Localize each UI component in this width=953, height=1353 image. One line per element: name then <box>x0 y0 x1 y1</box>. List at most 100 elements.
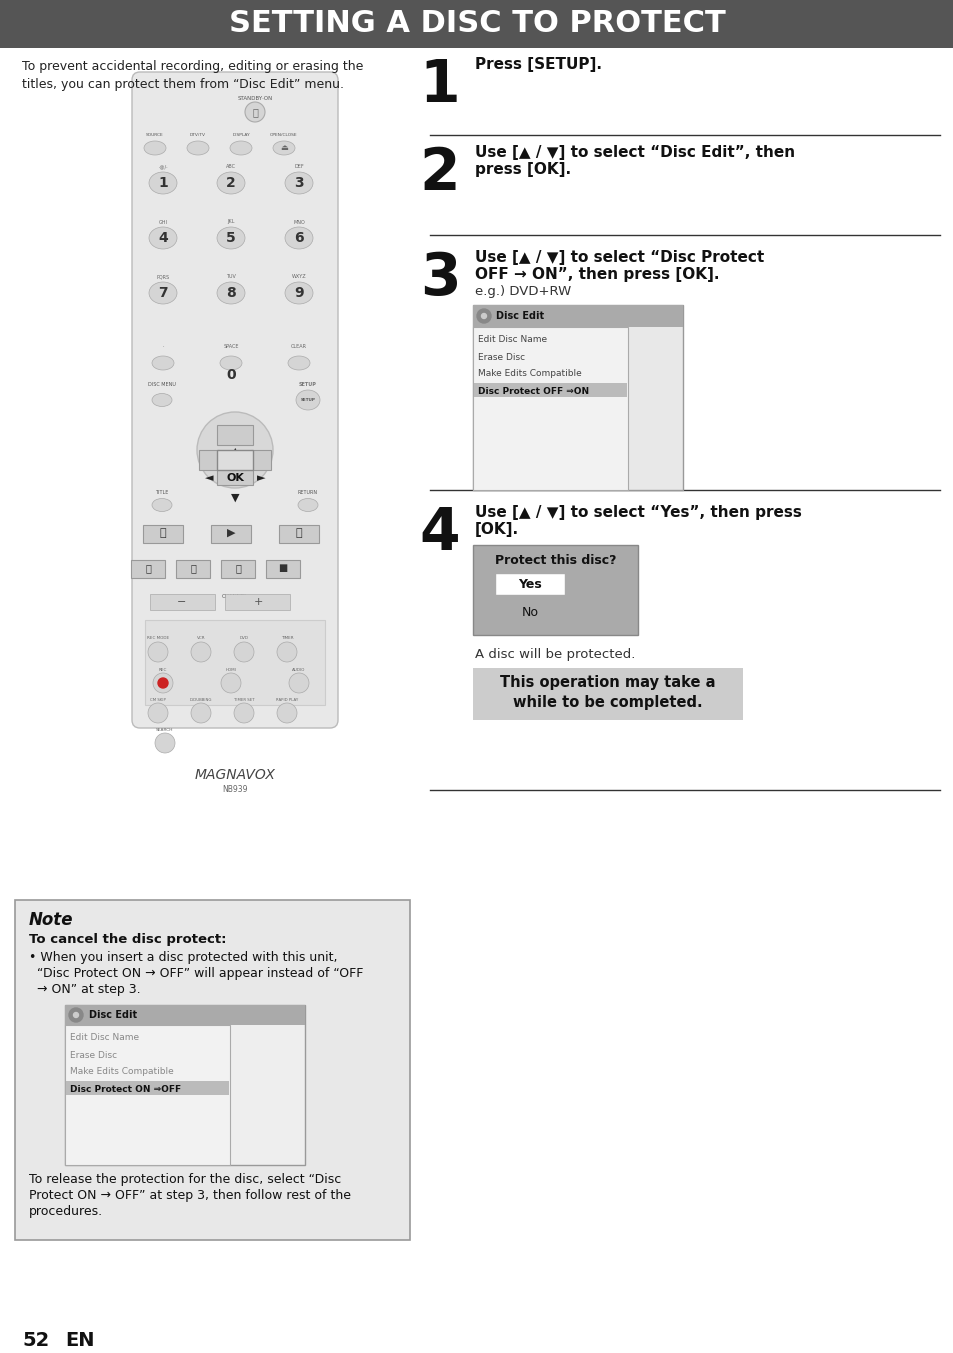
Text: SETUP: SETUP <box>300 398 315 402</box>
Text: REC: REC <box>158 668 167 672</box>
Text: To release the protection for the disc, select “Disc: To release the protection for the disc, … <box>29 1173 341 1187</box>
Text: SPACE: SPACE <box>223 345 238 349</box>
Text: 52: 52 <box>22 1330 50 1349</box>
Circle shape <box>191 704 211 723</box>
Text: DTV/TV: DTV/TV <box>190 133 206 137</box>
Text: Edit Disc Name: Edit Disc Name <box>70 1034 139 1043</box>
Text: Yes: Yes <box>517 578 541 590</box>
Ellipse shape <box>288 356 310 369</box>
Ellipse shape <box>149 172 177 193</box>
Ellipse shape <box>152 394 172 406</box>
Text: Disc Edit: Disc Edit <box>496 311 543 321</box>
Text: • When you insert a disc protected with this unit,: • When you insert a disc protected with … <box>29 951 337 965</box>
Ellipse shape <box>295 390 319 410</box>
Circle shape <box>69 1008 83 1022</box>
Text: ▶: ▶ <box>227 528 235 538</box>
Text: Erase Disc: Erase Disc <box>477 353 524 361</box>
Ellipse shape <box>297 498 317 511</box>
Text: ►: ► <box>256 474 265 483</box>
Text: ·: · <box>162 345 164 349</box>
Ellipse shape <box>220 356 242 369</box>
Text: Press [SETUP].: Press [SETUP]. <box>475 57 601 72</box>
Text: HDMI: HDMI <box>226 668 236 672</box>
Text: 9: 9 <box>294 285 303 300</box>
Ellipse shape <box>149 281 177 304</box>
Text: AUDIO: AUDIO <box>292 668 305 672</box>
Bar <box>143 525 183 543</box>
Text: press [OK].: press [OK]. <box>475 162 571 177</box>
Text: Disc Edit: Disc Edit <box>89 1009 137 1020</box>
Circle shape <box>191 643 211 662</box>
Text: −: − <box>177 597 187 607</box>
Circle shape <box>289 672 309 693</box>
Circle shape <box>221 672 241 693</box>
Text: PQRS: PQRS <box>156 275 170 280</box>
Text: e.g.) DVD+RW: e.g.) DVD+RW <box>475 285 571 298</box>
Circle shape <box>158 678 168 687</box>
Bar <box>266 560 299 578</box>
Text: Disc Protect OFF ⇒ON: Disc Protect OFF ⇒ON <box>477 387 589 395</box>
Text: ⏭: ⏭ <box>295 528 302 538</box>
Circle shape <box>233 643 253 662</box>
Text: RAPID PLAY: RAPID PLAY <box>275 698 297 702</box>
Text: REC MODE: REC MODE <box>147 636 169 640</box>
Text: ⏸: ⏸ <box>145 563 151 574</box>
Text: ▲: ▲ <box>231 446 239 457</box>
Bar <box>495 574 564 595</box>
Circle shape <box>148 704 168 723</box>
Text: ABC: ABC <box>226 165 235 169</box>
Text: 6: 6 <box>294 231 303 245</box>
Bar <box>473 304 682 490</box>
Text: procedures.: procedures. <box>29 1206 103 1219</box>
Text: ⏻: ⏻ <box>252 107 257 116</box>
Bar <box>473 327 627 490</box>
Text: 4: 4 <box>158 231 168 245</box>
Circle shape <box>276 704 296 723</box>
Text: NB939: NB939 <box>222 786 248 794</box>
Text: → ON” at step 3.: → ON” at step 3. <box>37 984 140 997</box>
Bar <box>225 594 290 610</box>
Text: 5: 5 <box>226 231 235 245</box>
Bar <box>65 1026 230 1165</box>
Text: CLEAR: CLEAR <box>291 345 307 349</box>
Text: Protect this disc?: Protect this disc? <box>495 555 616 567</box>
Text: Note: Note <box>29 911 73 930</box>
Bar <box>65 1005 305 1165</box>
Bar <box>211 525 251 543</box>
Bar <box>175 560 210 578</box>
Text: 1: 1 <box>419 57 460 114</box>
Text: ⏩: ⏩ <box>234 563 241 574</box>
Ellipse shape <box>273 141 294 156</box>
Text: 0: 0 <box>226 368 235 382</box>
Text: EN: EN <box>65 1330 94 1349</box>
FancyBboxPatch shape <box>132 72 337 728</box>
Text: SETTING A DISC TO PROTECT: SETTING A DISC TO PROTECT <box>229 9 724 38</box>
Text: Disc Protect ON ⇒OFF: Disc Protect ON ⇒OFF <box>70 1085 181 1093</box>
Text: Make Edits Compatible: Make Edits Compatible <box>477 369 581 379</box>
Bar <box>15 900 410 1239</box>
Text: JKL: JKL <box>227 219 234 225</box>
Ellipse shape <box>285 227 313 249</box>
Text: MAGNAVOX: MAGNAVOX <box>194 769 275 782</box>
Ellipse shape <box>187 141 209 156</box>
Text: +: + <box>253 597 262 607</box>
Circle shape <box>73 1012 78 1017</box>
Bar <box>65 1005 305 1026</box>
Text: 3: 3 <box>294 176 303 189</box>
Bar <box>278 525 318 543</box>
Text: Use [▲ / ▼] to select “Disc Edit”, then: Use [▲ / ▼] to select “Disc Edit”, then <box>475 145 794 160</box>
Bar <box>251 451 271 469</box>
Bar <box>131 560 165 578</box>
Text: Edit Disc Name: Edit Disc Name <box>477 336 547 345</box>
Text: 8: 8 <box>226 285 235 300</box>
Text: TIMER: TIMER <box>280 636 293 640</box>
Text: Make Edits Compatible: Make Edits Compatible <box>70 1068 173 1077</box>
Ellipse shape <box>152 498 172 511</box>
Circle shape <box>233 704 253 723</box>
Circle shape <box>276 643 296 662</box>
Text: Protect ON → OFF” at step 3, then follow rest of the: Protect ON → OFF” at step 3, then follow… <box>29 1189 351 1203</box>
Text: [OK].: [OK]. <box>475 522 518 537</box>
Bar <box>474 383 626 396</box>
Circle shape <box>152 672 172 693</box>
Bar <box>66 1081 229 1095</box>
